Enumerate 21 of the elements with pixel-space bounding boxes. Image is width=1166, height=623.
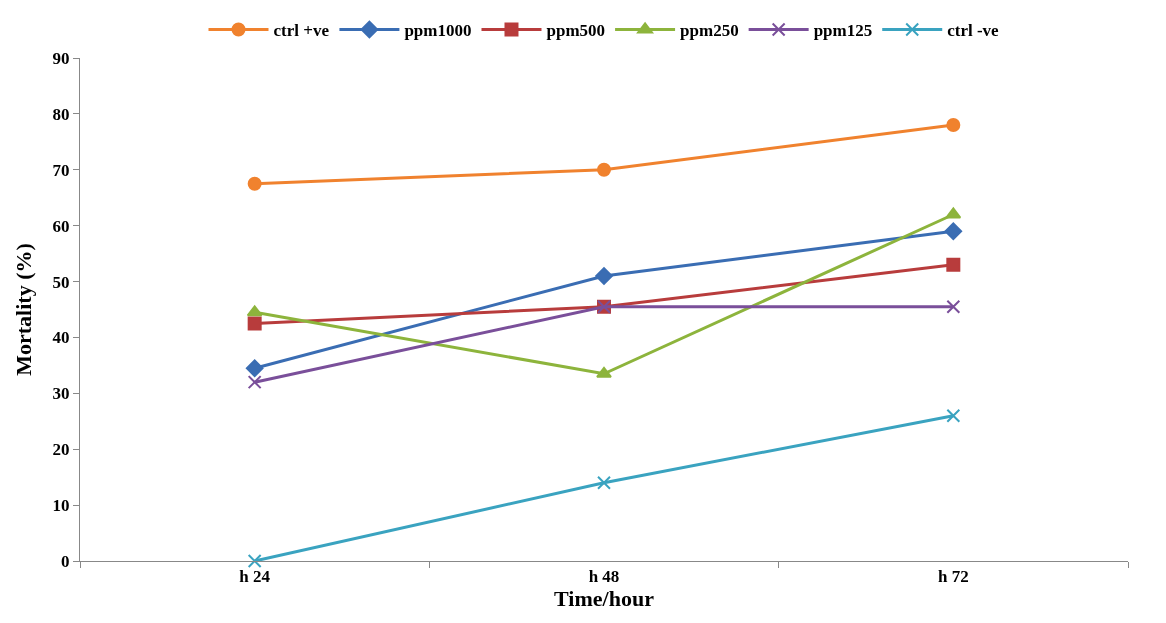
x-tick-label: h 24 (239, 567, 271, 587)
legend-label: ppm500 (546, 21, 606, 41)
legend-label: ppm250 (680, 21, 739, 41)
legend-label: ppm125 (813, 21, 873, 41)
y-tick-label: 50 (52, 272, 70, 292)
y-tick-label: 30 (52, 384, 70, 404)
y-tick-label: 60 (52, 216, 70, 236)
y-tick-label: 0 (61, 551, 70, 571)
y-tick-label: 90 (52, 48, 70, 68)
x-tick-label: h 72 (937, 567, 969, 587)
y-tick-label: 10 (52, 496, 70, 516)
x-axis-title: Time/hour (554, 586, 655, 612)
y-tick-label: 70 (52, 160, 70, 180)
y-axis-title: Mortality (%) (11, 243, 37, 376)
legend-label: ctrl +ve (273, 21, 330, 41)
legend-label: ctrl -ve (947, 21, 1000, 41)
legend-label: ppm1000 (404, 21, 472, 41)
y-tick-label: 80 (52, 104, 70, 124)
y-tick-label: 20 (52, 440, 70, 460)
y-tick-label: 40 (52, 328, 70, 348)
x-tick-label: h 48 (588, 567, 620, 587)
